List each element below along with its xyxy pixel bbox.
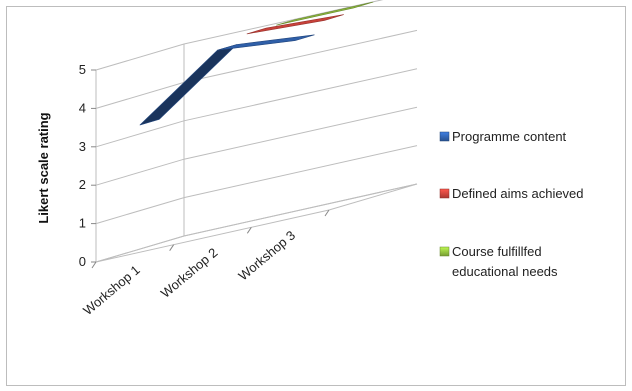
legend-label: Course fulfillfed <box>452 244 542 259</box>
series-ribbon-segment <box>246 14 344 35</box>
y-axis-title: Likert scale rating <box>36 112 51 223</box>
y-tick-label: 4 <box>79 100 86 115</box>
y-tick-label: 1 <box>79 216 86 231</box>
x-tick-label: Workshop 2 <box>158 245 221 301</box>
y-tick-label: 3 <box>79 139 86 154</box>
series-ribbon-segment <box>139 44 238 126</box>
legend-label: Defined aims achieved <box>452 186 584 201</box>
gridline <box>95 183 418 263</box>
legend-swatch <box>439 188 450 199</box>
legend-label: Programme content <box>452 129 567 144</box>
x-tick-mark <box>324 209 330 217</box>
gridlines <box>91 0 418 263</box>
series-ribbon-segment <box>276 1 374 26</box>
gridline <box>95 68 418 148</box>
series-ribbons <box>139 1 374 126</box>
legend-swatch <box>439 131 450 142</box>
x-tick-mark <box>91 261 97 269</box>
gridline <box>95 106 418 186</box>
gridline <box>95 145 418 225</box>
chart-floor <box>95 183 418 263</box>
y-tick-labels: 0 1 2 3 4 5 <box>79 62 86 269</box>
y-tick-label: 5 <box>79 62 86 77</box>
y-tick-label: 2 <box>79 177 86 192</box>
x-tick-label: Workshop 3 <box>235 227 298 283</box>
series-ribbon-segment <box>217 34 315 51</box>
legend: Programme content Defined aims achieved Co… <box>439 129 584 279</box>
legend-swatch <box>439 246 450 257</box>
gridline <box>95 0 384 71</box>
y-tick-label: 0 <box>79 254 86 269</box>
x-tick-mark <box>246 227 252 234</box>
chart-frame <box>6 6 626 386</box>
chart-walls <box>95 44 418 263</box>
x-tick-labels: Workshop 1 Workshop 2 Workshop 3 <box>80 209 330 318</box>
x-tick-label: Workshop 1 <box>80 262 143 318</box>
legend-label: educational needs <box>452 264 558 279</box>
x-tick-mark <box>169 244 175 251</box>
